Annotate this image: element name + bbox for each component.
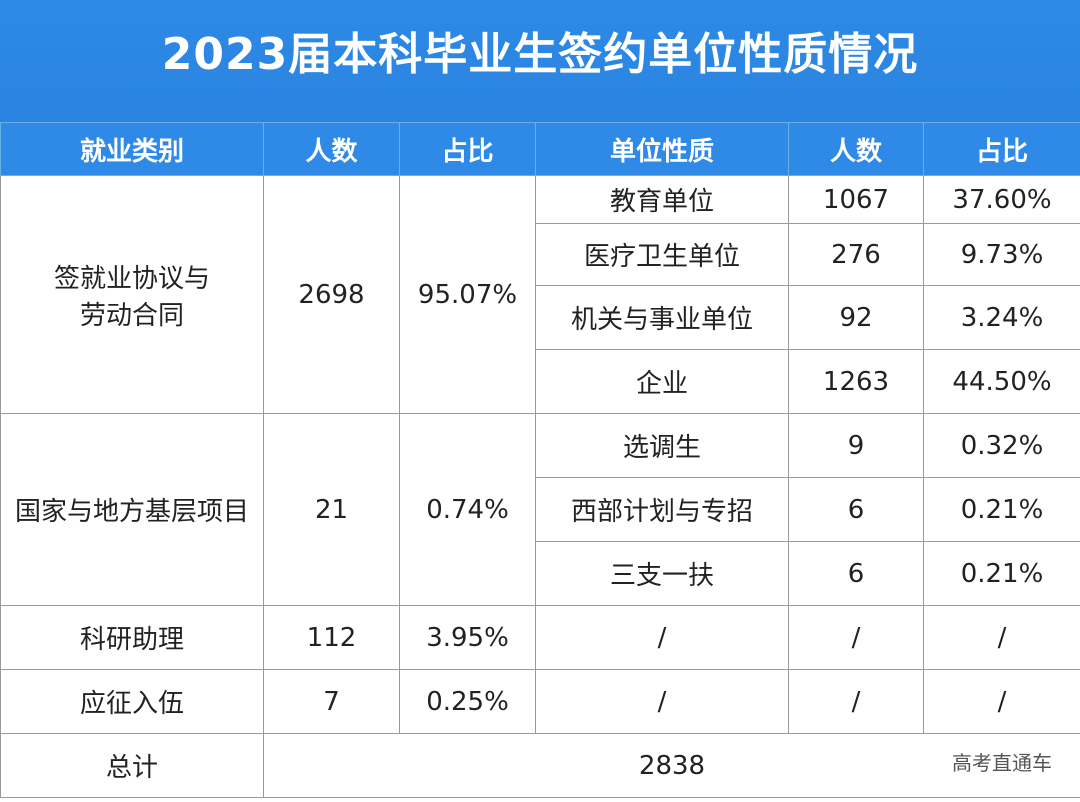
category-cell: 签就业协议与 劳动合同 <box>0 175 264 414</box>
unit-count: 1067 <box>788 175 924 224</box>
unit-type: 企业 <box>535 349 789 414</box>
total-row: 总计 2838 <box>0 733 1080 798</box>
table-row: 签就业协议与 劳动合同 2698 95.07% 教育单位 1067 37.60% <box>0 175 1080 414</box>
header-count: 人数 <box>263 122 400 176</box>
header-unit-count: 人数 <box>788 122 924 176</box>
unit-type: / <box>535 669 789 734</box>
total-value: 2838 <box>263 733 1080 798</box>
category-ratio: 3.95% <box>399 605 536 670</box>
category-count: 7 <box>263 669 400 734</box>
header-unit-ratio: 占比 <box>923 122 1080 176</box>
unit-ratio: 44.50% <box>923 349 1080 414</box>
table-row: 医疗卫生单位 276 9.73% <box>1 223 1080 286</box>
header-ratio: 占比 <box>399 122 536 176</box>
unit-count: 6 <box>788 477 924 542</box>
unit-ratio: 37.60% <box>923 175 1080 224</box>
category-cell: 应征入伍 <box>0 669 264 734</box>
unit-type: 机关与事业单位 <box>535 285 789 350</box>
unit-count: 276 <box>788 223 924 286</box>
category-line: 签就业协议与 <box>53 263 210 294</box>
total-label: 总计 <box>0 733 264 798</box>
unit-type: 医疗卫生单位 <box>535 223 789 286</box>
watermark: 高考直通车 <box>952 751 1052 775</box>
unit-count: 1263 <box>788 349 924 414</box>
unit-type: 三支一扶 <box>535 541 789 606</box>
unit-ratio: 0.21% <box>923 477 1080 542</box>
unit-ratio: 3.24% <box>923 285 1080 350</box>
unit-type: / <box>535 605 789 670</box>
category-line: 劳动合同 <box>79 300 184 331</box>
unit-count: 9 <box>788 413 924 478</box>
unit-count: 6 <box>788 541 924 606</box>
category-count: 21 <box>263 413 400 606</box>
header-unit-type: 单位性质 <box>535 122 789 176</box>
category-cell: 科研助理 <box>0 605 264 670</box>
unit-type: 教育单位 <box>535 175 789 224</box>
unit-ratio: 0.32% <box>923 413 1080 478</box>
unit-ratio: / <box>923 669 1080 734</box>
category-cell: 国家与地方基层项目 <box>0 413 264 606</box>
unit-type: 选调生 <box>535 413 789 478</box>
title-banner: 2023届本科毕业生签约单位性质情况 <box>0 0 1080 122</box>
table-row: 西部计划与专招 6 0.21% <box>1 477 1080 542</box>
header-category: 就业类别 <box>0 122 264 176</box>
unit-type: 西部计划与专招 <box>535 477 789 542</box>
table-row: 应征入伍 7 0.25% / / / <box>0 669 1080 734</box>
unit-count: / <box>788 669 924 734</box>
table-row: 国家与地方基层项目 21 0.74% 选调生 9 0.32% <box>0 413 1080 606</box>
unit-count: / <box>788 605 924 670</box>
unit-ratio: 9.73% <box>923 223 1080 286</box>
category-ratio: 0.74% <box>399 413 536 606</box>
category-ratio: 95.07% <box>399 175 536 414</box>
category-count: 2698 <box>263 175 400 414</box>
unit-ratio: 0.21% <box>923 541 1080 606</box>
table-row: 科研助理 112 3.95% / / / <box>0 605 1080 670</box>
table-header-row: 就业类别 人数 占比 单位性质 人数 占比 <box>0 122 1080 176</box>
category-ratio: 0.25% <box>399 669 536 734</box>
unit-ratio: / <box>923 605 1080 670</box>
unit-count: 92 <box>788 285 924 350</box>
page-title: 2023届本科毕业生签约单位性质情况 <box>161 29 919 80</box>
category-count: 112 <box>263 605 400 670</box>
placement-table: 就业类别 人数 占比 单位性质 人数 占比 签就业协议与 劳动合同 2698 9… <box>0 122 1080 798</box>
